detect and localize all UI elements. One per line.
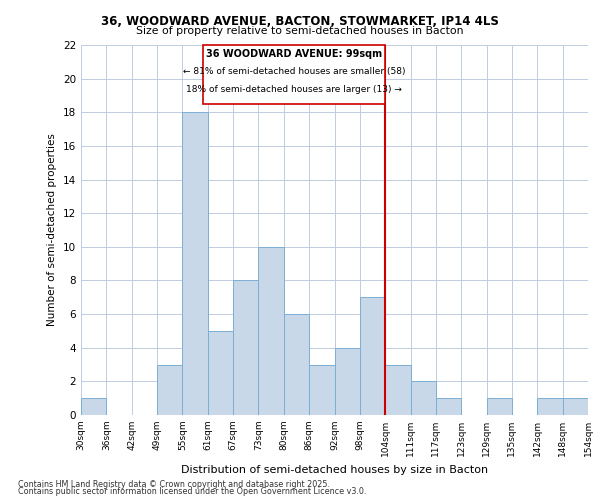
Text: 36 WOODWARD AVENUE: 99sqm: 36 WOODWARD AVENUE: 99sqm — [206, 49, 382, 59]
Text: Contains public sector information licensed under the Open Government Licence v3: Contains public sector information licen… — [18, 487, 367, 496]
X-axis label: Distribution of semi-detached houses by size in Bacton: Distribution of semi-detached houses by … — [181, 464, 488, 474]
Bar — [563, 398, 588, 415]
Bar — [335, 348, 360, 415]
Bar — [233, 280, 259, 415]
Bar — [208, 331, 233, 415]
Bar — [360, 298, 385, 415]
Text: 36, WOODWARD AVENUE, BACTON, STOWMARKET, IP14 4LS: 36, WOODWARD AVENUE, BACTON, STOWMARKET,… — [101, 15, 499, 28]
Bar — [284, 314, 309, 415]
Y-axis label: Number of semi-detached properties: Number of semi-detached properties — [47, 134, 58, 326]
Bar — [309, 364, 335, 415]
Text: ← 81% of semi-detached houses are smaller (58): ← 81% of semi-detached houses are smalle… — [182, 67, 405, 76]
Text: 18% of semi-detached houses are larger (13) →: 18% of semi-detached houses are larger (… — [186, 84, 402, 94]
Bar — [436, 398, 461, 415]
Bar — [182, 112, 208, 415]
Bar — [487, 398, 512, 415]
Bar — [538, 398, 563, 415]
Bar — [157, 364, 182, 415]
Text: Size of property relative to semi-detached houses in Bacton: Size of property relative to semi-detach… — [136, 26, 464, 36]
Text: Contains HM Land Registry data © Crown copyright and database right 2025.: Contains HM Land Registry data © Crown c… — [18, 480, 330, 489]
FancyBboxPatch shape — [203, 45, 385, 104]
Bar — [410, 382, 436, 415]
Bar — [385, 364, 410, 415]
Bar — [259, 247, 284, 415]
Bar — [81, 398, 106, 415]
